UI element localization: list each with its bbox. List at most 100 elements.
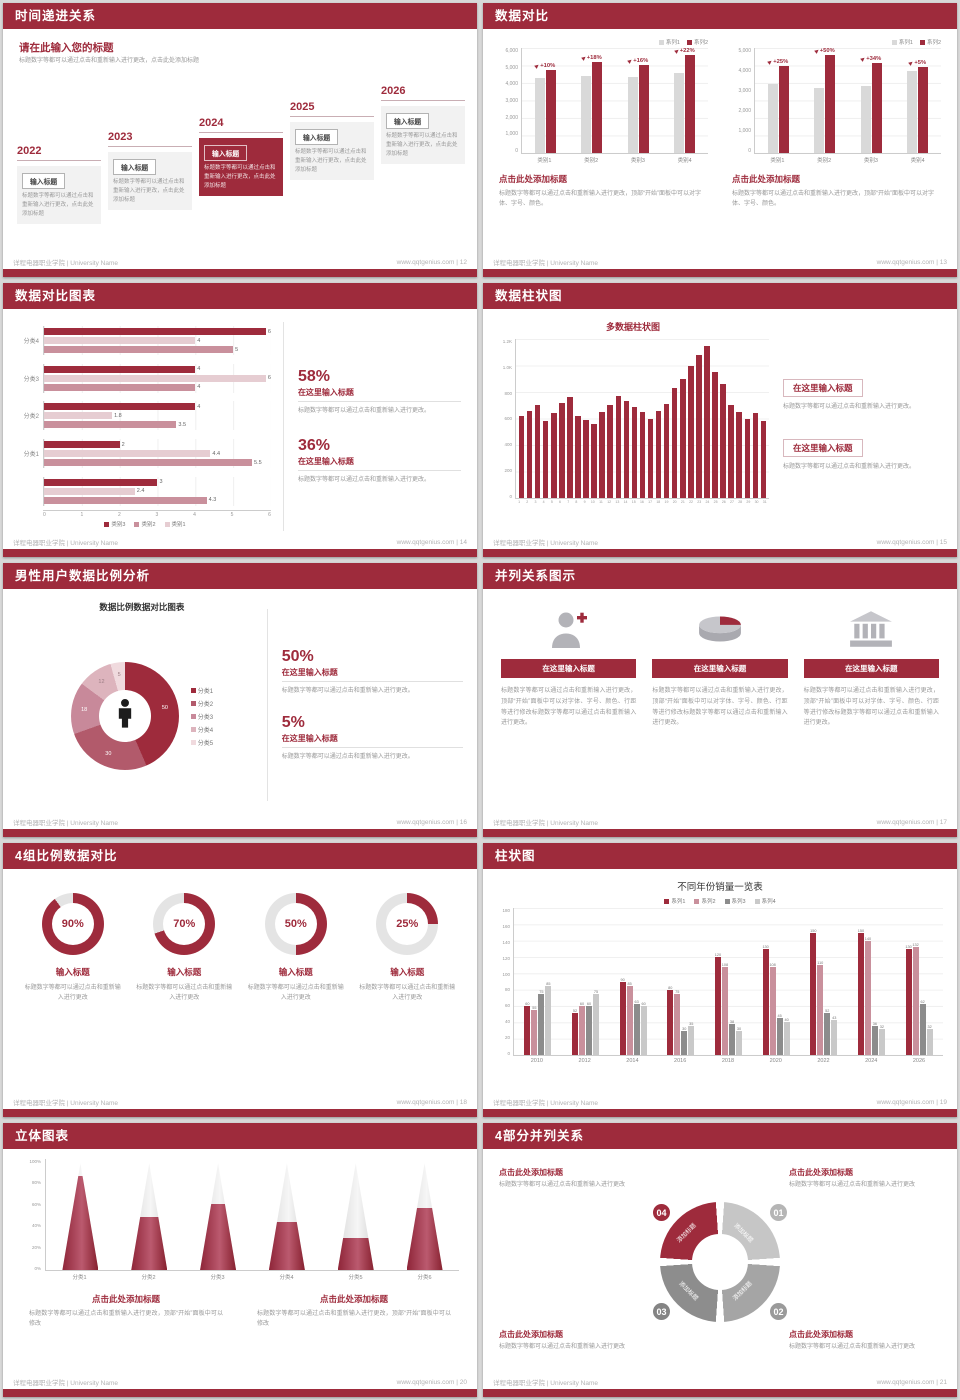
lg-mark (164, 521, 170, 527)
gb-xlab: 2010 (530, 1058, 543, 1064)
hb-val: 3.5 (178, 421, 187, 428)
timeline: 2022 输入标题 标题数字等都可以通过点击和重新输入进行更改，点击此处添加标题… (17, 85, 465, 225)
vb-col (534, 339, 541, 498)
block-desc: 标题数字等都可以通过点击和重新输入进行更改 (789, 1182, 916, 1188)
slide-14-hbar-compare[interactable]: 数据对比图表 分类4 6 4 5 分类3 4 6 4 分类2 4 1.8 3.5 分类1 2 4.4 5.5 3… (3, 283, 477, 557)
section-heading: 请在此输入您的标题 (19, 42, 114, 54)
stat-label: 在这里输入标题 (281, 667, 338, 677)
footer-right: www.qqtgenius.com | 15 (876, 538, 947, 546)
vb-xlab: 22 (689, 500, 693, 504)
hb-val: 2.4 (136, 488, 145, 495)
hb-line: 1.8 (44, 412, 271, 420)
lg-name: 系列3 (731, 899, 746, 905)
chart-title: 不同年份销量一览表 (677, 882, 763, 893)
chart-title: 数据比例数据对比图表 (99, 602, 185, 612)
progress-ring: 70% (153, 893, 216, 955)
cb-bars (674, 55, 696, 153)
part-number-2: 02 (768, 1301, 789, 1322)
cb-ytick: 1,000 (738, 128, 751, 134)
gb-val: 35 (689, 1022, 694, 1027)
slide-title: 数据对比 (495, 9, 550, 23)
lg-mark (664, 898, 670, 904)
block-desc: 标题数字等都可以通过点击和重新输入进行更改，顶部“开始”面板中可以修改 (29, 1311, 223, 1328)
gb-bar (545, 985, 552, 1055)
hb-bar (44, 459, 253, 467)
slide-21-four-part-relation[interactable]: 4部分并列关系 点击此处添加标题 标题数字等都可以通过点击和重新输入进行更改 点… (483, 1123, 957, 1397)
slide-18-ratio-rings[interactable]: 4组比例数据对比 90% 输入标题 标题数字等都可以通过点击和重新输入进行更改 … (3, 843, 477, 1117)
hb-tick: 3 (155, 512, 159, 518)
gb-ytick: 40 (504, 1019, 510, 1025)
hb-row: 分类1 2 4.4 5.5 (19, 439, 271, 469)
gb-col: 63 (633, 908, 640, 1055)
cb-xlab: 类别2 (584, 158, 599, 164)
slide-header: 4部分并列关系 (483, 1123, 957, 1149)
cb-pct: +34% (860, 56, 881, 62)
vb-xlab: 7 (567, 500, 570, 504)
footer-right: www.qqtgenius.com | 21 (876, 1378, 947, 1386)
slide-header: 数据柱状图 (483, 283, 957, 309)
gb-val: 75 (593, 989, 599, 994)
cb-xlab: 类别4 (910, 158, 925, 164)
footer-band (3, 1109, 477, 1117)
cb-plot: +25% +50% +34% +5% (754, 48, 941, 154)
lg-item: 分类1 (190, 686, 213, 695)
segment-label: 添加标题 (677, 1280, 699, 1303)
slide-footer: 详程电器职业学院 | University Name www.qqtgenius… (3, 815, 477, 829)
chart-legend: 系列1 系列2 系列3 系列4 (497, 897, 943, 905)
hb-lab: 分类1 (23, 452, 39, 459)
gb-col: 132 (912, 908, 919, 1055)
slide-16-donut-analysis[interactable]: 男性用户数据比例分析 数据比例数据对比图表 50 30 18 12 5 分类1 分类2 分类… (3, 563, 477, 837)
cb-pct-txt: +50% (819, 48, 835, 55)
gb-val: 132 (912, 943, 919, 948)
vb-col (583, 339, 590, 498)
chart-legend: 系列1 系列2 (732, 38, 941, 46)
vb-xlab: 6 (559, 500, 561, 504)
slide-body: 在这里输入标题 标题数字等都可以通过点击和重新输入进行更改，顶部“开始”面板中可… (483, 589, 957, 815)
slide-17-parallel-items[interactable]: 并列关系图示 在这里输入标题 标题数字等都可以通过点击和重新输入进行更改，顶部“… (483, 563, 957, 837)
hb-bar (44, 450, 211, 458)
cb-pct: +10% (534, 63, 555, 69)
vb-col (736, 339, 743, 498)
parallel-column: 在这里输入标题 标题数字等都可以通过点击和重新输入进行更改，顶部“开始”面板中可… (652, 607, 788, 807)
gb-col: 52 (571, 908, 578, 1055)
cb-bars (767, 65, 789, 153)
vb-bar (744, 418, 751, 498)
cb-xr: 类别1 类别2 类别3 类别4 (521, 154, 708, 164)
gb-g: 150 110 52 43 (810, 908, 838, 1055)
vb-bar (534, 405, 541, 498)
timeline-card: 输入标题 标题数字等都可以通过点击和重新输入进行更改，点击此处添加标题 (108, 152, 192, 211)
footer-right: www.qqtgenius.com | 20 (396, 1378, 467, 1386)
slide-13-data-compare[interactable]: 数据对比 系列1 系列2 6,000 5,000 4,000 3,000 2,000 1,0… (483, 3, 957, 277)
cb-pct: +18% (580, 55, 602, 61)
hb-line: 2.4 (44, 487, 271, 495)
timeline-label: 输入标题 (22, 173, 66, 189)
cb-pct-txt: +25% (773, 58, 789, 65)
column-desc: 标题数字等都可以通过点击和重新输入进行更改，顶部“开始”面板中可以对字体、字号、… (803, 688, 939, 727)
gb-xlab: 2020 (769, 1058, 782, 1064)
hb-bar (44, 328, 266, 336)
slide-20-cone-chart[interactable]: 立体图表 100% 80% 60% 40% 20% 0% 分类1 分类2 分类3 分类4 分类5 分类… (3, 1123, 477, 1397)
stat-label: 在这里输入标题 (281, 734, 338, 743)
vb-bar (559, 402, 565, 498)
vb-col (607, 339, 614, 498)
gb-bar (864, 940, 871, 1055)
column-chart: 1.2K 1.0K 800 600 400 200 0 1 2 3 4 5 6 7 8 9 10 11 12 13 14… (497, 339, 770, 504)
gb-col: 150 (810, 908, 816, 1055)
slide-15-column-chart[interactable]: 数据柱状图 多数据柱状图 1.2K 1.0K 800 600 400 200 0 1 2 3 4 5 6… (483, 283, 957, 557)
gb-col: 52 (824, 908, 831, 1055)
block-desc: 标题数字等都可以通过点击和重新输入进行更改 (499, 1344, 626, 1351)
gb-bar (571, 1012, 578, 1055)
gb-val: 85 (627, 981, 632, 986)
slide-19-yearly-bars[interactable]: 柱状图 不同年份销量一览表 系列1 系列2 系列3 系列4 180 160 140 120 1… (483, 843, 957, 1117)
timeline-label: 输入标题 (204, 145, 248, 161)
gb-bar (640, 1006, 647, 1055)
vb-col (518, 339, 525, 498)
hb-lab: 分类2 (23, 414, 39, 421)
vb-col (712, 339, 719, 498)
hb-tick: 0 (43, 512, 46, 518)
gb-bar (688, 1026, 695, 1055)
vb-xlab: 10 (590, 500, 595, 504)
slide-12-timeline[interactable]: 时间递进关系 请在此输入您的标题 标题数字等都可以通过点击和重新输入进行更改，点… (3, 3, 477, 277)
lg-name: 分类2 (197, 701, 214, 708)
